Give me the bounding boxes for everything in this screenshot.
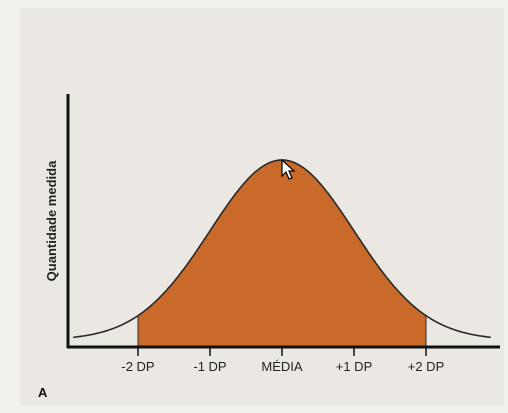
shaded-area [137,159,427,348]
y-axis-label: Quantidade medida [44,160,59,281]
panel-label: A [38,385,48,400]
x-tick-label: MÉDIA [261,359,303,374]
x-tick-label: +1 DP [336,359,373,374]
x-tick-label: -2 DP [121,359,154,374]
x-tick-label: +2 DP [408,359,445,374]
x-tick-label: -1 DP [193,359,226,374]
arrow-cursor [281,158,296,180]
